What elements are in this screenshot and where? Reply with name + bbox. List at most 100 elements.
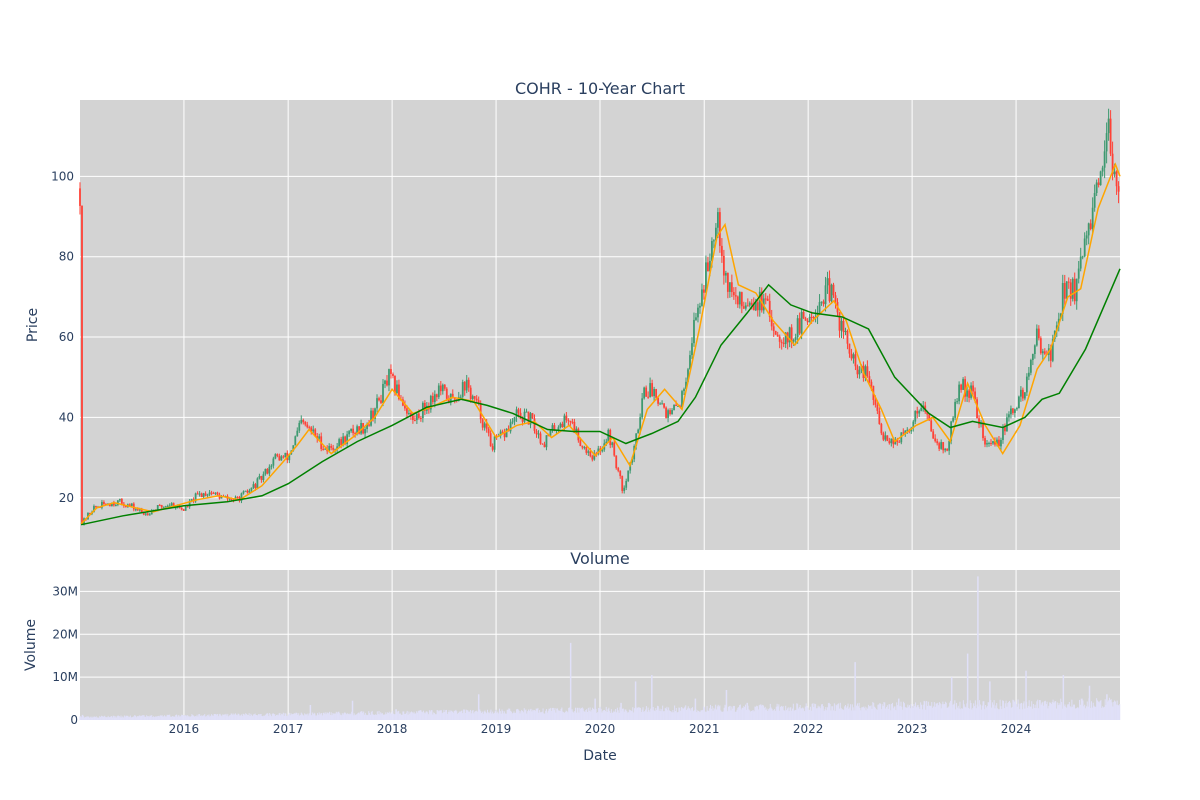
candle-body [766,298,769,301]
candle-body [198,493,201,495]
candle-body [254,484,257,489]
candle-body [716,212,719,228]
candle-body [1083,238,1086,257]
candle-body [1043,351,1046,354]
candle-body [491,446,494,450]
candle-body [539,433,542,444]
candle-body [990,442,992,444]
candle-body [186,506,189,508]
candle-body [130,503,133,506]
candle-body [964,379,966,397]
candle-body [726,272,729,292]
candle-body [820,301,823,303]
candle-body [376,398,378,409]
candle-body [653,388,656,397]
candle-body [1115,171,1118,187]
candle-body [136,509,139,511]
candle-body [431,395,434,403]
candle-body [902,432,905,434]
candle-body [220,496,223,499]
x-tick-label: 2016 [169,722,200,736]
candle-body [756,302,759,311]
candle-body [330,446,333,448]
candle-body [1101,167,1104,172]
candle-body [348,431,351,435]
candle-body [505,428,508,438]
candle-body [465,379,468,391]
candle-body [368,424,370,426]
candle-body [120,499,123,504]
candle-body [1095,182,1098,194]
candle-body [392,373,394,376]
candle-body [681,391,683,408]
candle-body [292,445,295,451]
candle-body [547,435,550,437]
candle-body [697,307,699,318]
candle-body [1041,351,1044,354]
x-tick-label: 2023 [897,722,928,736]
candle-body [110,503,113,507]
candle-body [158,505,161,507]
candle-body [954,401,957,418]
candle-body [150,510,153,515]
candle-body [952,417,955,422]
candle-body [485,423,488,429]
candle-body [250,487,253,491]
price-y-ticks: 20 40 60 80 100 [51,169,74,504]
candle-body [842,320,845,333]
candle-body [124,505,127,508]
candle-body [1071,278,1074,299]
x-tick-label: 2019 [481,722,512,736]
candle-body [1051,339,1054,361]
candle-body [918,410,921,414]
candle-body [850,353,853,359]
candle-body [870,381,873,386]
candle-body [561,423,564,428]
candle-body [687,369,689,382]
candle-body [304,422,307,425]
candle-body [216,492,219,495]
price-tick-label: 80 [59,250,74,264]
candle-body [667,410,669,418]
candle-body [101,501,103,508]
candle-body [649,383,652,398]
candle-body [585,447,588,453]
candle-body [551,425,554,431]
candle-body [118,499,121,501]
candle-body [689,355,691,370]
candle-body [982,423,984,439]
candle-body [372,410,374,419]
candle-body [1018,396,1020,409]
candle-body [1105,133,1108,152]
candle-body [639,417,642,430]
candle-body [974,391,976,400]
candle-body [388,369,390,386]
candle-body [581,446,584,448]
candle-body [890,438,893,444]
candle-body [720,245,723,256]
candle-body [527,411,530,425]
candle-body [202,493,205,498]
candle-body [89,513,91,515]
candle-body [168,505,171,507]
candle-body [1029,360,1032,373]
candle-body [914,411,917,422]
candle-body [252,484,255,488]
candle-body [146,513,149,515]
candle-body [824,285,827,305]
candle-body [617,468,620,471]
candle-body [912,421,915,428]
candle-body [114,504,117,506]
candle-body [784,332,787,345]
candle-body [408,412,410,414]
candle-body [300,419,303,423]
candle-body [79,188,81,206]
candle-body [208,492,211,495]
candle-body [483,423,486,428]
candle-body [944,448,947,451]
candle-body [415,413,418,421]
candle-body [878,410,881,424]
candle-body [396,384,398,394]
candle-body [645,387,648,397]
